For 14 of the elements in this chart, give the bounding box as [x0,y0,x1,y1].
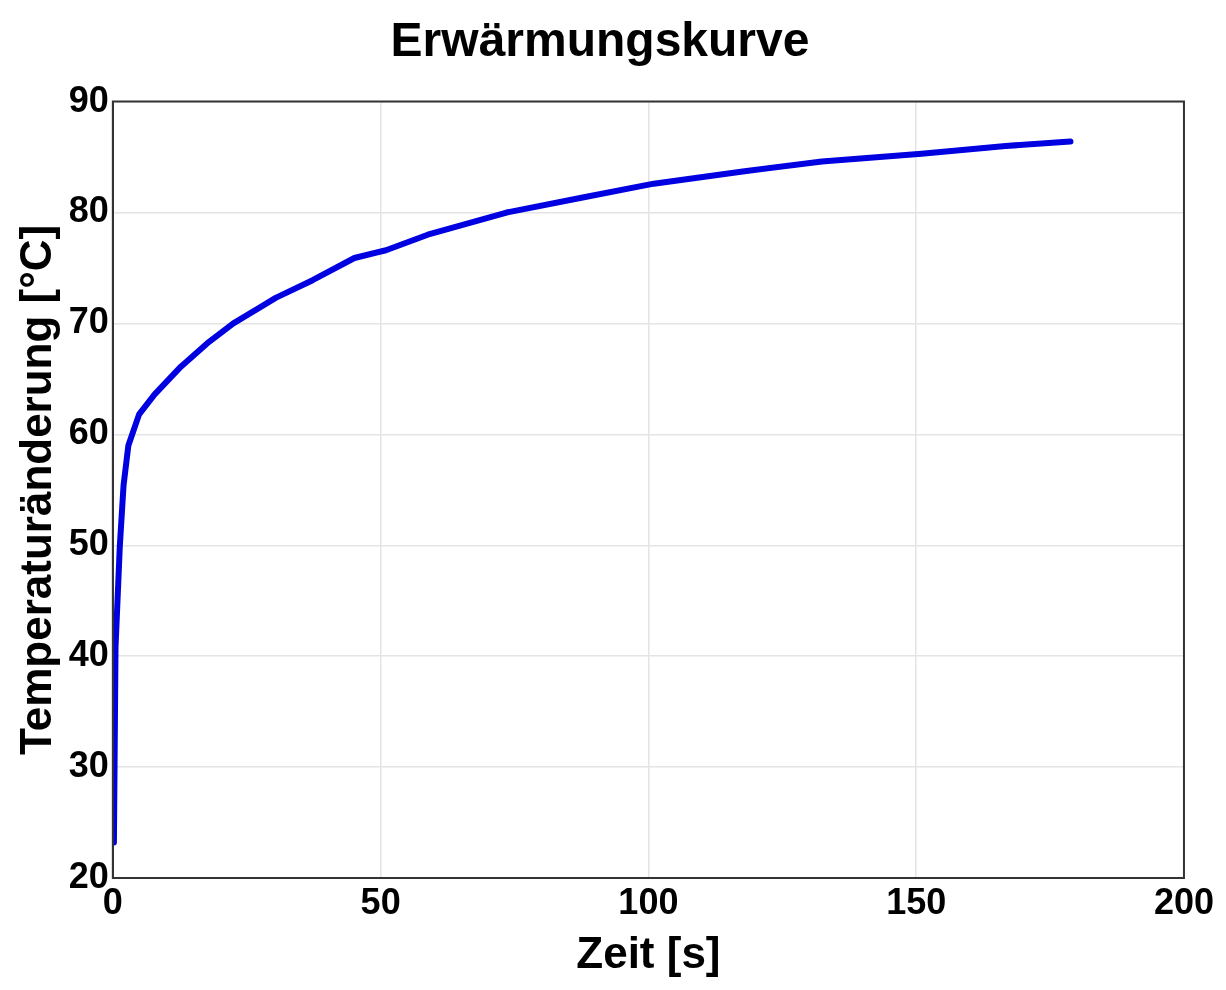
y-tick-label: 50 [68,522,109,564]
x-tick-label: 50 [360,880,401,922]
y-tick-label: 40 [68,633,109,675]
y-tick-label: 90 [68,78,109,120]
y-tick-label: 30 [68,744,109,786]
y-tick-label: 80 [68,189,109,231]
y-tick-label: 60 [68,411,109,453]
x-axis-title: Zeit [s] [576,927,721,977]
x-tick-label: 150 [886,880,947,922]
y-tick-label: 70 [68,300,109,342]
x-tick-label: 100 [618,880,679,922]
chart-title: Erwärmungskurve [390,13,810,67]
x-tick-label: 200 [1153,880,1215,922]
y-axis-title: Temperaturänderung [°C] [10,224,60,755]
